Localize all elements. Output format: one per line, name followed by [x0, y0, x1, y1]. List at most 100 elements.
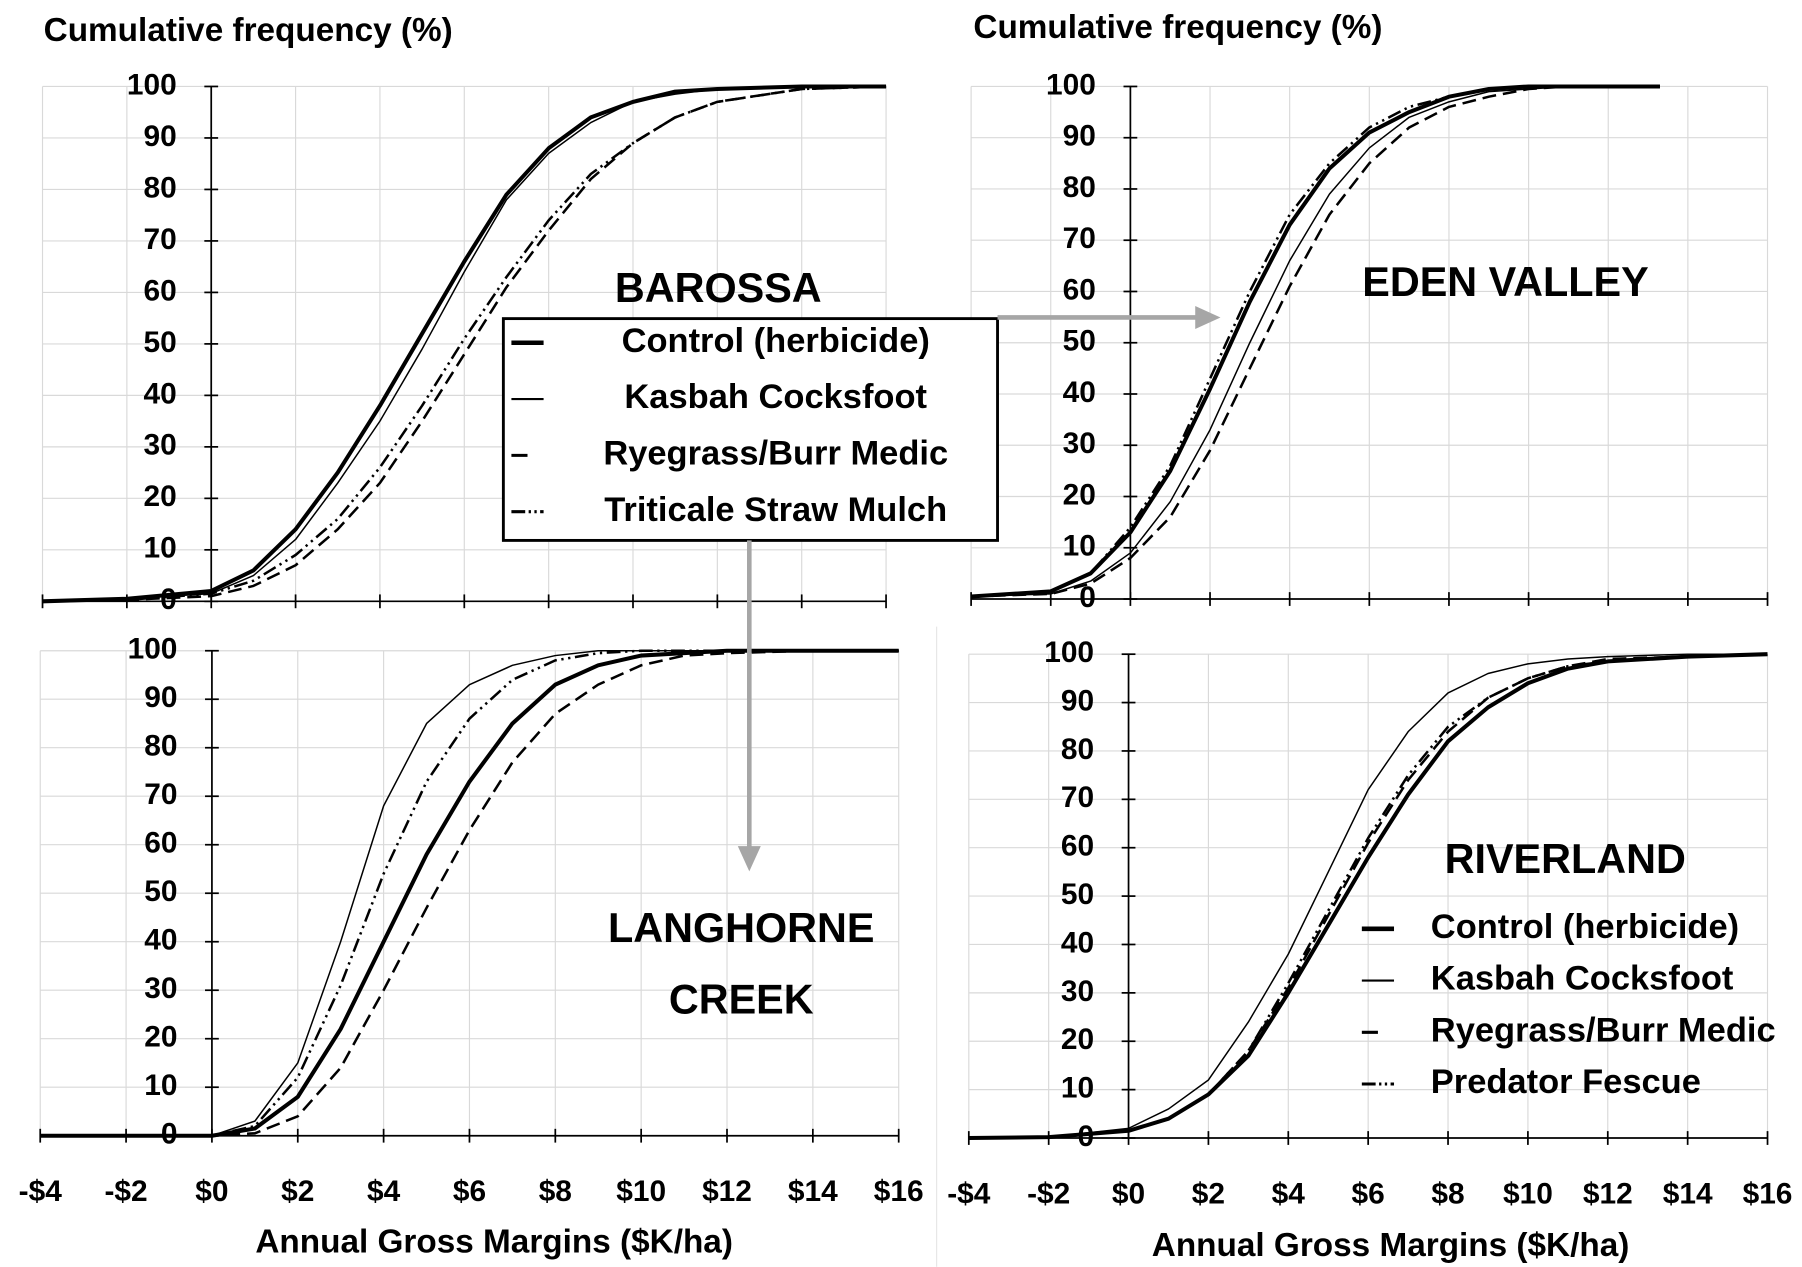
legend-box: [501, 317, 999, 542]
y-tick-label: 80: [1061, 733, 1094, 766]
y-tick-label: 60: [1061, 830, 1094, 863]
panel-title: CREEK: [669, 976, 814, 1022]
arrows: [737, 305, 1221, 872]
legend-label: Predator Fescue: [1431, 1063, 1701, 1101]
x-tick-label: $10: [616, 1175, 666, 1208]
y-tick-label: 30: [144, 972, 177, 1005]
legend-label: Control (herbicide): [1431, 908, 1739, 946]
series-line: [40, 649, 899, 1137]
y-tick-label: 40: [144, 924, 177, 957]
y-tick-label: 70: [1063, 222, 1096, 255]
panel-title: EDEN VALLEY: [1362, 259, 1649, 305]
y-tick-label: 70: [1061, 781, 1094, 814]
y-tick-label: 20: [144, 1021, 177, 1054]
y-tick-label: 10: [1063, 530, 1096, 563]
y-tick-label: 10: [1061, 1072, 1094, 1105]
x-tick-label: $0: [195, 1175, 228, 1208]
legend: Control (herbicide) Kasbah Cocksfoot Ryegr…: [501, 317, 999, 542]
y-tick-label: 60: [144, 274, 177, 307]
series-line: [971, 85, 1660, 598]
x-tick-label: -$2: [1027, 1177, 1070, 1210]
y-tick-label: 20: [1061, 1023, 1094, 1056]
series-line: [42, 85, 887, 603]
y-tick-label: 10: [144, 1069, 177, 1102]
x-tick-label: $14: [788, 1175, 838, 1208]
y-tick-label: 0: [1079, 581, 1096, 614]
x-tick-label: $10: [1503, 1177, 1553, 1210]
legend-label: Kasbah Cocksfoot: [1431, 960, 1734, 998]
legend-label: Ryegrass/Burr Medic: [1431, 1011, 1776, 1049]
series-line: [42, 85, 887, 603]
y-tick-label: 50: [1063, 325, 1096, 358]
arrow-head: [737, 846, 761, 872]
y-tick-label: 80: [144, 730, 177, 763]
series-line: [971, 85, 1660, 598]
y-tick-label: 50: [1061, 878, 1094, 911]
panel-title: BAROSSA: [615, 265, 822, 311]
x-tick-label: $6: [453, 1175, 486, 1208]
y-axis-label: Cumulative frequency (%): [973, 9, 1382, 46]
y-tick-label: 0: [160, 583, 177, 616]
x-tick-label: -$4: [19, 1175, 63, 1208]
y-tick-label: 70: [144, 778, 177, 811]
series-line: [40, 648, 899, 1138]
y-tick-label: 10: [144, 532, 177, 565]
series-line: [970, 84, 1660, 599]
series-line: [968, 653, 1768, 1139]
y-tick-label: 90: [144, 120, 177, 153]
x-axis-label: Annual Gross Margins ($K/ha): [1152, 1227, 1630, 1264]
y-tick-label: 90: [1061, 684, 1094, 717]
y-tick-label: 80: [144, 171, 177, 204]
x-tick-label: $12: [702, 1175, 752, 1208]
y-tick-label: 40: [1063, 376, 1096, 409]
x-tick-label: $12: [1583, 1177, 1633, 1210]
y-tick-label: 90: [144, 681, 177, 714]
y-tick-label: 20: [144, 480, 177, 513]
x-tick-label: $2: [1192, 1177, 1225, 1210]
x-tick-label: $16: [874, 1175, 924, 1208]
y-tick-label: 90: [1063, 120, 1096, 153]
y-tick-label: 60: [1063, 273, 1096, 306]
y-tick-label: 100: [128, 633, 178, 666]
y-tick-label: 30: [1063, 427, 1096, 460]
x-tick-label: $16: [1743, 1177, 1793, 1210]
series-line: [42, 84, 887, 604]
legend-label: Triticale Straw Mulch: [604, 491, 947, 529]
series-line: [42, 85, 887, 603]
x-tick-label: $4: [1272, 1177, 1306, 1210]
x-tick-label: -$2: [104, 1175, 147, 1208]
x-tick-label: $4: [367, 1175, 401, 1208]
y-tick-label: 40: [1061, 926, 1094, 959]
series-line: [968, 652, 1768, 1140]
y-tick-label: 30: [1061, 975, 1094, 1008]
series-line: [971, 85, 1660, 598]
y-tick-label: 40: [144, 377, 177, 410]
y-tick-label: 50: [144, 326, 177, 359]
y-tick-label: 50: [144, 875, 177, 908]
y-axis-label: Cumulative frequency (%): [44, 12, 453, 49]
x-tick-label: $14: [1663, 1177, 1713, 1210]
y-tick-label: 30: [144, 429, 177, 462]
y-tick-label: 60: [144, 827, 177, 860]
x-tick-label: -$4: [947, 1177, 991, 1210]
legend-label: Kasbah Cocksfoot: [624, 378, 927, 416]
arrow-head: [1195, 305, 1221, 329]
y-tick-label: 70: [144, 223, 177, 256]
y-tick-label: 100: [127, 68, 177, 101]
y-tick-label: 80: [1063, 171, 1096, 204]
x-tick-label: $8: [1431, 1177, 1464, 1210]
legend-label: Control (herbicide): [622, 322, 930, 360]
series-line: [40, 649, 899, 1137]
legend-label: Ryegrass/Burr Medic: [603, 434, 948, 472]
y-tick-label: 20: [1063, 478, 1096, 511]
panel: 0 10 20 30 40 50 60 70 80 90 100 EDEN VALLEY Cumulat…: [970, 9, 1769, 614]
y-tick-label: 100: [1046, 68, 1096, 101]
panel-title: RIVERLAND: [1445, 836, 1686, 882]
y-tick-label: 100: [1044, 636, 1094, 669]
x-tick-label: $2: [281, 1175, 314, 1208]
x-tick-label: $8: [539, 1175, 572, 1208]
x-axis-label: Annual Gross Margins ($K/ha): [255, 1224, 733, 1261]
